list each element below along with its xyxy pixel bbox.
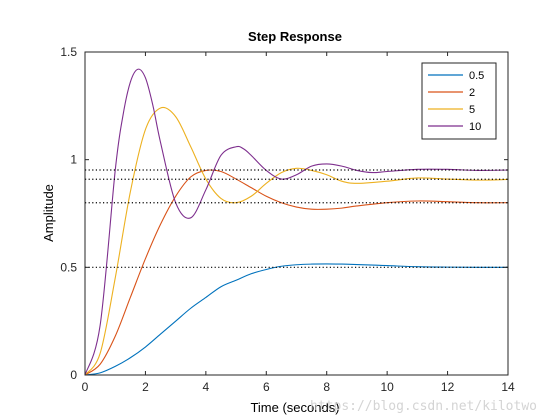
y-tick-label: 0 bbox=[70, 368, 77, 382]
x-tick-label: 10 bbox=[380, 380, 394, 394]
series-layer bbox=[84, 68, 509, 376]
y-axis-label: Amplitude bbox=[41, 184, 56, 242]
y-tick-label: 1.5 bbox=[60, 45, 77, 59]
x-tick-label: 4 bbox=[203, 380, 210, 394]
x-tick-label: 0 bbox=[82, 380, 89, 394]
watermark: https://blog.csdn.net/kilotwo bbox=[310, 399, 537, 414]
legend-label: 5 bbox=[469, 104, 475, 116]
legend-label: 2 bbox=[469, 87, 475, 99]
x-tick-label: 14 bbox=[501, 380, 515, 394]
legend-label: 0.5 bbox=[469, 70, 484, 82]
x-tick-label: 2 bbox=[142, 380, 149, 394]
legend-label: 10 bbox=[469, 121, 481, 133]
series-line-2 bbox=[84, 169, 509, 376]
chart-title: Step Response bbox=[248, 29, 342, 44]
series-line-5 bbox=[84, 106, 509, 376]
series-line-10 bbox=[84, 68, 509, 376]
x-axis-label: Time (seconds) bbox=[250, 400, 339, 415]
y-tick-label: 0.5 bbox=[60, 260, 77, 274]
series-line-0.5 bbox=[84, 263, 509, 376]
x-tick-label: 12 bbox=[441, 380, 455, 394]
y-tick-label: 1 bbox=[70, 153, 77, 167]
axes-box bbox=[84, 51, 509, 376]
x-tick-label: 6 bbox=[263, 380, 270, 394]
x-tick-label: 8 bbox=[323, 380, 330, 394]
tick-layer: 0 2 4 6 8 10 12 14 0 0.5 1 1.5 bbox=[60, 45, 515, 394]
legend: 0.5 2 5 10 bbox=[421, 62, 497, 140]
